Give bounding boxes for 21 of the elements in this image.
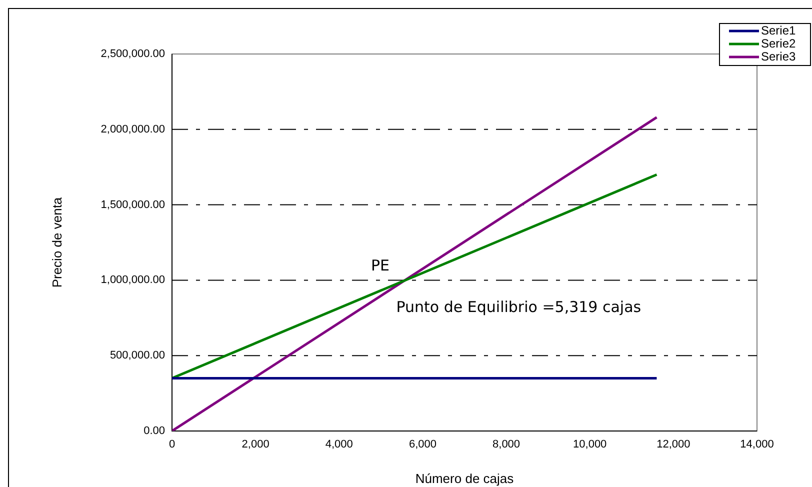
- x-tick-label: 2,000: [242, 438, 270, 451]
- legend-label: Serie2: [761, 36, 796, 50]
- y-tick-label: 2,500,000.00: [100, 48, 165, 60]
- annotation: Punto de Equilibrio =5,319 cajas: [396, 298, 642, 316]
- annotation: PE: [370, 256, 390, 275]
- y-tick-label: 500,000.00: [110, 350, 165, 362]
- x-tick-label: 6,000: [408, 438, 436, 451]
- x-tick-label: 10,000: [573, 438, 607, 451]
- y-tick-label: 1,500,000.00: [100, 198, 165, 211]
- x-tick-label: 14,000: [740, 438, 774, 451]
- x-tick-label: 4,000: [325, 438, 353, 451]
- y-tick-label: 1,000,000.00: [100, 274, 165, 286]
- x-axis-title: Número de cajas: [415, 470, 514, 486]
- y-axis-title: Precio de venta: [49, 196, 64, 288]
- y-tick-label: 0.00: [144, 425, 165, 438]
- legend-label: Serie3: [761, 49, 796, 64]
- x-tick-label: 8,000: [492, 438, 520, 451]
- x-tick-label: 12,000: [656, 438, 690, 451]
- y-tick-label: 2,000,000.00: [100, 123, 165, 136]
- x-tick-label: 0: [168, 438, 176, 451]
- legend-label: Serie1: [761, 23, 796, 38]
